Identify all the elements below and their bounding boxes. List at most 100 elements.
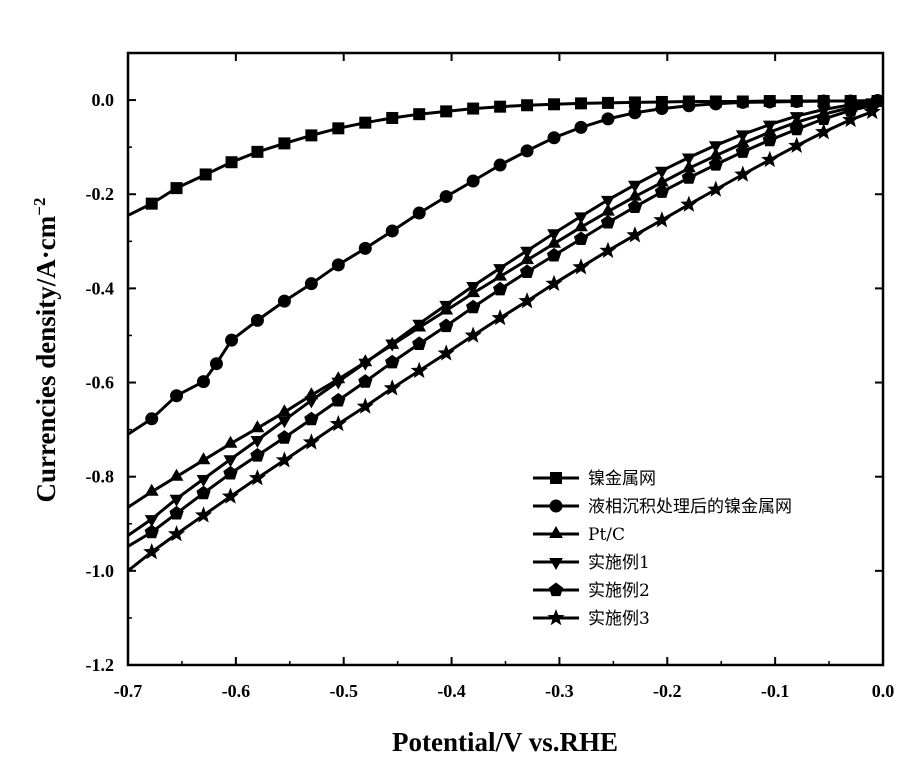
data-point — [493, 282, 507, 296]
data-point — [736, 96, 749, 109]
series-line — [128, 106, 872, 547]
data-point — [440, 190, 453, 203]
data-point — [146, 198, 158, 210]
data-point — [574, 232, 588, 246]
data-point — [413, 108, 425, 120]
data-point — [682, 99, 695, 112]
data-point — [359, 117, 371, 129]
data-point — [226, 156, 238, 168]
data-point — [520, 264, 534, 278]
data-point — [466, 300, 480, 314]
legend-label: 实施例1 — [588, 553, 650, 573]
data-point — [385, 355, 399, 369]
y-axis-title: Currencies density/A·cm−2 — [30, 198, 61, 503]
data-point — [601, 112, 614, 125]
x-tick-label: -0.3 — [545, 681, 574, 701]
legend-marker — [549, 526, 563, 538]
data-point — [602, 97, 614, 109]
y-axis-title-superscript: −2 — [30, 198, 49, 216]
data-point — [210, 357, 223, 370]
x-tick-label: -0.4 — [437, 681, 466, 701]
legend-label: 实施例2 — [588, 581, 650, 601]
data-point — [304, 412, 318, 426]
data-point — [788, 137, 805, 153]
data-point — [547, 248, 561, 262]
data-point — [386, 112, 398, 124]
data-point — [494, 159, 507, 172]
legend-item: 实施例2 — [533, 581, 650, 601]
legend-item: 液相沉积处理后的镍金属网 — [533, 497, 792, 517]
data-point — [225, 334, 238, 347]
hydrogen-evolution-lsv-chart: -0.7 -0.6 -0.5 -0.4 -0.3 -0.2 -0.1 0.0 0.0 -0.2 -0… — [0, 0, 921, 762]
legend-item: Pt/C — [533, 525, 625, 545]
y-tick-label: -0.6 — [86, 373, 115, 393]
data-point — [358, 374, 372, 388]
data-point — [815, 123, 832, 139]
legend-item: 实施例3 — [533, 609, 650, 629]
y-tick-label: -0.2 — [86, 184, 115, 204]
legend-marker — [547, 609, 564, 625]
data-point — [251, 146, 263, 158]
data-point — [332, 258, 345, 271]
data-point — [548, 131, 561, 144]
data-point — [790, 95, 803, 108]
data-point — [305, 277, 318, 290]
data-point — [440, 105, 452, 117]
data-point — [709, 97, 722, 110]
data-point — [575, 121, 588, 134]
y-tick-label: -1.2 — [86, 655, 115, 675]
legend-marker — [550, 472, 562, 484]
legend-marker — [549, 558, 563, 570]
data-point — [467, 175, 480, 188]
legend-marker — [550, 500, 563, 513]
y-tick-label: -1.0 — [86, 561, 115, 581]
legend-item: 镍金属网 — [533, 469, 656, 489]
data-point — [628, 106, 641, 119]
x-axis-title: Potential/V vs.RHE — [392, 727, 618, 757]
data-point — [763, 95, 776, 108]
data-point — [494, 101, 506, 113]
data-point — [332, 122, 344, 134]
data-point — [521, 144, 534, 157]
data-point — [170, 495, 184, 507]
data-point — [467, 103, 479, 115]
legend-label: 镍金属网 — [588, 469, 656, 489]
y-tick-label: -0.4 — [86, 278, 115, 298]
x-tick-label: -0.6 — [222, 681, 251, 701]
legend: 镍金属网液相沉积处理后的镍金属网 Pt/C 实施例1 实施例2 实施例3 — [533, 469, 792, 629]
data-point — [548, 98, 560, 110]
data-point — [200, 168, 212, 180]
legend-label: Pt/C — [588, 525, 625, 545]
data-point — [278, 295, 291, 308]
data-point — [628, 199, 642, 213]
data-point — [601, 215, 615, 229]
y-axis-title-main: Currencies density/A·cm — [31, 215, 61, 502]
y-tick-label: 0.0 — [92, 90, 115, 110]
data-point — [655, 102, 668, 115]
data-point — [439, 319, 453, 333]
data-point — [386, 224, 399, 237]
x-tick-label: 0.0 — [872, 681, 895, 701]
data-point — [413, 207, 426, 220]
data-point — [145, 412, 158, 425]
data-point — [412, 336, 426, 350]
data-point — [521, 99, 533, 111]
legend-label: 液相沉积处理后的镍金属网 — [588, 497, 792, 517]
data-point — [575, 97, 587, 109]
data-point — [171, 182, 183, 194]
legend-item: 实施例1 — [533, 553, 650, 573]
y-tick-label: -0.8 — [86, 467, 115, 487]
x-tick-label: -0.5 — [329, 681, 358, 701]
data-point — [251, 314, 264, 327]
data-point — [250, 448, 264, 462]
x-tick-label: -0.7 — [114, 681, 143, 701]
x-tick-label: -0.2 — [653, 681, 682, 701]
data-point — [278, 137, 290, 149]
x-tick-label: -0.1 — [761, 681, 790, 701]
data-point — [331, 393, 345, 407]
data-point — [170, 389, 183, 402]
data-point — [223, 466, 237, 480]
data-point — [197, 375, 210, 388]
data-point — [277, 430, 291, 444]
legend-marker — [549, 583, 563, 597]
